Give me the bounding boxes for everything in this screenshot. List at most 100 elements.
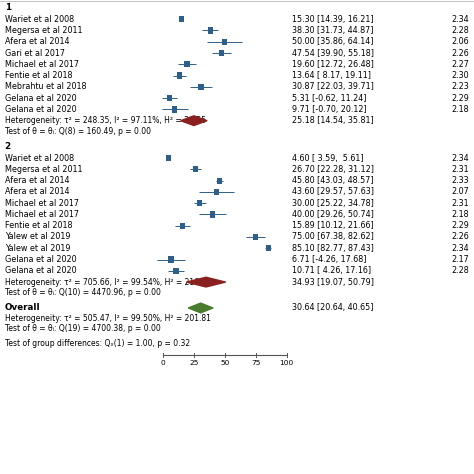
Text: 50.00 [35.86, 64.14]: 50.00 [35.86, 64.14]	[292, 37, 373, 46]
Text: Test of group differences: Qₓ(1) = 1.00, p = 0.32: Test of group differences: Qₓ(1) = 1.00,…	[5, 338, 190, 347]
Text: Wariet et al 2008: Wariet et al 2008	[5, 154, 74, 163]
Text: 1: 1	[5, 3, 11, 12]
Text: 2.26: 2.26	[452, 233, 469, 241]
Bar	[253, 234, 258, 240]
Text: 50: 50	[220, 360, 229, 366]
Bar	[167, 95, 172, 101]
Bar	[222, 39, 228, 45]
Text: 15.89 [10.12, 21.66]: 15.89 [10.12, 21.66]	[292, 221, 373, 230]
Text: 2.17: 2.17	[452, 255, 469, 264]
Text: Fentie et al 2018: Fentie et al 2018	[5, 221, 72, 230]
Text: Heterogeneity: τ² = 248.35, I² = 97.11%, H² = 34.55: Heterogeneity: τ² = 248.35, I² = 97.11%,…	[5, 116, 206, 125]
Text: Fentie et al 2018: Fentie et al 2018	[5, 71, 72, 80]
Text: 6.71 [-4.26, 17.68]: 6.71 [-4.26, 17.68]	[292, 255, 366, 264]
Bar	[265, 245, 271, 251]
Text: 2.27: 2.27	[451, 60, 469, 69]
Text: 2.18: 2.18	[452, 210, 469, 219]
Polygon shape	[188, 303, 213, 313]
Text: Gelana et al 2020: Gelana et al 2020	[5, 266, 76, 275]
Bar	[172, 106, 177, 112]
Text: 2.33: 2.33	[452, 176, 469, 185]
Bar	[166, 155, 171, 161]
Text: Test of θ = θᵢ: Q(8) = 160.49, p = 0.00: Test of θ = θᵢ: Q(8) = 160.49, p = 0.00	[5, 127, 151, 136]
Text: Gelana et al 2020: Gelana et al 2020	[5, 94, 76, 103]
Text: 100: 100	[280, 360, 294, 366]
Text: 75: 75	[251, 360, 260, 366]
Bar	[179, 16, 184, 22]
Text: Heterogeneity: τ² = 505.47, I² = 99.50%, H² = 201.81: Heterogeneity: τ² = 505.47, I² = 99.50%,…	[5, 314, 210, 323]
Text: 2: 2	[5, 142, 11, 151]
Text: Afera et al 2014: Afera et al 2014	[5, 37, 69, 46]
Text: 40.00 [29.26, 50.74]: 40.00 [29.26, 50.74]	[292, 210, 374, 219]
Text: 2.07: 2.07	[452, 187, 469, 196]
Text: Michael et al 2017: Michael et al 2017	[5, 199, 79, 208]
Text: Wariet et al 2008: Wariet et al 2008	[5, 15, 74, 24]
Text: 5.31 [-0.62, 11.24]: 5.31 [-0.62, 11.24]	[292, 94, 366, 103]
Text: 30.64 [20.64, 40.65]: 30.64 [20.64, 40.65]	[292, 303, 373, 312]
Text: 2.31: 2.31	[452, 199, 469, 208]
Text: 2.28: 2.28	[452, 26, 469, 35]
Text: Gelana et al 2020: Gelana et al 2020	[5, 255, 76, 264]
Text: Megersa et al 2011: Megersa et al 2011	[5, 26, 82, 35]
Text: Mebrahtu et al 2018: Mebrahtu et al 2018	[5, 82, 86, 91]
Text: 38.30 [31.73, 44.87]: 38.30 [31.73, 44.87]	[292, 26, 373, 35]
Text: 26.70 [22.28, 31.12]: 26.70 [22.28, 31.12]	[292, 165, 374, 174]
Text: 2.29: 2.29	[451, 221, 469, 230]
Bar	[198, 84, 203, 90]
Text: Megersa et al 2011: Megersa et al 2011	[5, 165, 82, 174]
Text: 15.30 [14.39, 16.21]: 15.30 [14.39, 16.21]	[292, 15, 373, 24]
Text: 2.29: 2.29	[451, 94, 469, 103]
Text: Test of θ = θᵢ: Q(19) = 4700.38, p = 0.00: Test of θ = θᵢ: Q(19) = 4700.38, p = 0.0…	[5, 325, 161, 334]
Bar	[210, 211, 215, 218]
Bar	[168, 256, 173, 263]
Bar	[197, 200, 202, 206]
Text: 85.10 [82.77, 87.43]: 85.10 [82.77, 87.43]	[292, 244, 374, 253]
Text: 2.18: 2.18	[452, 105, 469, 114]
Text: Heterogeneity: τ² = 705.66, I² = 99.54%, H² = 216.51: Heterogeneity: τ² = 705.66, I² = 99.54%,…	[5, 278, 211, 287]
Text: 2.28: 2.28	[452, 266, 469, 275]
Text: Yalew et al 2019: Yalew et al 2019	[5, 233, 70, 241]
Text: 34.93 [19.07, 50.79]: 34.93 [19.07, 50.79]	[292, 278, 374, 287]
Text: 2.06: 2.06	[452, 37, 469, 46]
Text: 13.64 [ 8.17, 19.11]: 13.64 [ 8.17, 19.11]	[292, 71, 371, 80]
Text: 25: 25	[189, 360, 198, 366]
Text: Gelana et al 2020: Gelana et al 2020	[5, 105, 76, 114]
Text: 2.34: 2.34	[452, 15, 469, 24]
Text: Test of θ = θᵢ: Q(10) = 4470.96, p = 0.00: Test of θ = θᵢ: Q(10) = 4470.96, p = 0.0…	[5, 288, 161, 297]
Text: 10.71 [ 4.26, 17.16]: 10.71 [ 4.26, 17.16]	[292, 266, 371, 275]
Text: Afera et al 2014: Afera et al 2014	[5, 187, 69, 196]
Text: 2.34: 2.34	[452, 244, 469, 253]
Bar	[219, 50, 224, 56]
Text: Michael et al 2017: Michael et al 2017	[5, 60, 79, 69]
Text: 9.71 [-0.70, 20.12]: 9.71 [-0.70, 20.12]	[292, 105, 366, 114]
Text: Yalew et al 2019: Yalew et al 2019	[5, 244, 70, 253]
Bar	[184, 61, 190, 67]
Text: 75.00 [67.38, 82.62]: 75.00 [67.38, 82.62]	[292, 233, 374, 241]
Text: 0: 0	[160, 360, 165, 366]
Text: Michael et al 2017: Michael et al 2017	[5, 210, 79, 219]
Bar	[173, 268, 179, 274]
Bar	[193, 166, 199, 173]
Bar	[180, 223, 185, 229]
Text: 2.31: 2.31	[452, 165, 469, 174]
Text: Gari et al 2017: Gari et al 2017	[5, 48, 65, 57]
Bar	[208, 27, 213, 34]
Polygon shape	[186, 277, 226, 287]
Bar	[177, 73, 182, 79]
Text: 43.60 [29.57, 57.63]: 43.60 [29.57, 57.63]	[292, 187, 374, 196]
Bar	[214, 189, 219, 195]
Text: 2.23: 2.23	[452, 82, 469, 91]
Text: 30.00 [25.22, 34.78]: 30.00 [25.22, 34.78]	[292, 199, 374, 208]
Text: 4.60 [ 3.59,  5.61]: 4.60 [ 3.59, 5.61]	[292, 154, 363, 163]
Text: 2.30: 2.30	[452, 71, 469, 80]
Text: 30.87 [22.03, 39.71]: 30.87 [22.03, 39.71]	[292, 82, 374, 91]
Text: Afera et al 2014: Afera et al 2014	[5, 176, 69, 185]
Text: 2.34: 2.34	[452, 154, 469, 163]
Text: 47.54 [39.90, 55.18]: 47.54 [39.90, 55.18]	[292, 48, 374, 57]
Text: 19.60 [12.72, 26.48]: 19.60 [12.72, 26.48]	[292, 60, 374, 69]
Text: Overall: Overall	[5, 303, 40, 312]
Text: 45.80 [43.03, 48.57]: 45.80 [43.03, 48.57]	[292, 176, 373, 185]
Text: 25.18 [14.54, 35.81]: 25.18 [14.54, 35.81]	[292, 116, 373, 125]
Polygon shape	[181, 116, 207, 126]
Text: 2.26: 2.26	[452, 48, 469, 57]
